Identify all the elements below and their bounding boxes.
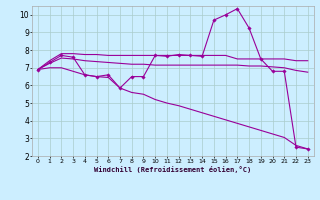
X-axis label: Windchill (Refroidissement éolien,°C): Windchill (Refroidissement éolien,°C) (94, 166, 252, 173)
